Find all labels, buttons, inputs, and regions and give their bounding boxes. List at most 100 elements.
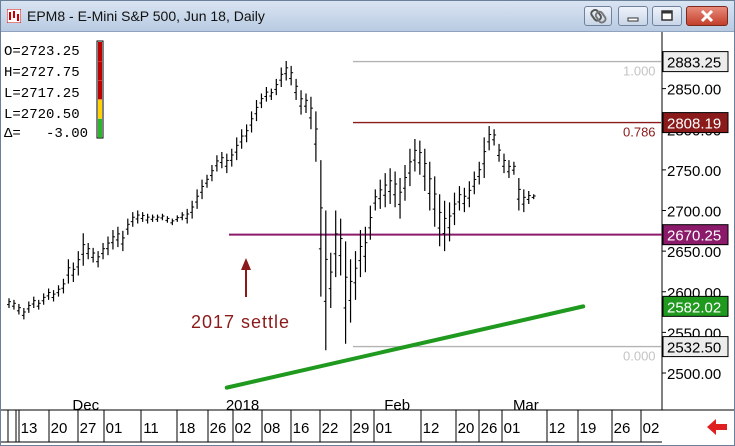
ohlc-bar[interactable] bbox=[180, 212, 185, 221]
ohlc-bar[interactable] bbox=[214, 155, 219, 172]
ohlc-bar[interactable] bbox=[294, 78, 299, 100]
ohlc-bar[interactable] bbox=[26, 301, 31, 313]
ohlc-bar[interactable] bbox=[190, 200, 195, 219]
ohlc-bar[interactable] bbox=[21, 308, 26, 320]
ohlc-bar[interactable] bbox=[51, 290, 56, 302]
ohlc-bar[interactable] bbox=[407, 148, 412, 187]
ohlc-bar[interactable] bbox=[482, 137, 487, 178]
ohlc-bar[interactable] bbox=[16, 303, 21, 315]
ohlc-bar[interactable] bbox=[393, 171, 398, 208]
link-button[interactable] bbox=[584, 6, 612, 26]
ohlc-bar[interactable] bbox=[318, 160, 323, 297]
price-tag[interactable]: 2808.19 bbox=[662, 112, 729, 134]
ohlc-bar[interactable] bbox=[506, 160, 511, 178]
ohlc-bar[interactable] bbox=[224, 153, 229, 174]
ohlc-bar[interactable] bbox=[338, 218, 343, 276]
title-bar[interactable]: EPM8 - E-Mini S&P 500, Jun 18, Daily bbox=[1, 1, 734, 32]
ohlc-bar[interactable] bbox=[205, 174, 209, 188]
ohlc-bar[interactable] bbox=[373, 189, 378, 211]
ohlc-bar[interactable] bbox=[96, 251, 101, 268]
ohlc-bar[interactable] bbox=[101, 243, 106, 260]
ohlc-bar[interactable] bbox=[145, 213, 150, 224]
ohlc-bar[interactable] bbox=[304, 93, 308, 114]
ohlc-bar[interactable] bbox=[76, 251, 81, 276]
ohlc-bar[interactable] bbox=[284, 61, 289, 81]
ohlc-bar[interactable] bbox=[497, 143, 502, 162]
ohlc-bar[interactable] bbox=[244, 124, 249, 143]
ohlc-bar[interactable] bbox=[61, 278, 66, 294]
ohlc-bar[interactable] bbox=[155, 214, 160, 222]
close-button[interactable] bbox=[686, 6, 728, 26]
ohlc-bar[interactable] bbox=[427, 161, 432, 211]
ohlc-bar[interactable] bbox=[353, 251, 358, 300]
ohlc-bar[interactable] bbox=[135, 210, 140, 224]
ohlc-bar[interactable] bbox=[343, 241, 348, 344]
trend-line[interactable] bbox=[224, 304, 586, 390]
ohlc-bar[interactable] bbox=[11, 299, 16, 310]
ohlc-bar[interactable] bbox=[175, 215, 180, 222]
ohlc-bar[interactable] bbox=[269, 88, 274, 100]
ohlc-bar[interactable] bbox=[66, 259, 71, 284]
ohlc-bar[interactable] bbox=[511, 161, 516, 175]
ohlc-bar[interactable] bbox=[417, 140, 422, 175]
ohlc-bar[interactable] bbox=[422, 148, 427, 191]
ohlc-bar[interactable] bbox=[472, 171, 477, 195]
ohlc-bar[interactable] bbox=[254, 100, 259, 122]
ohlc-bar[interactable] bbox=[150, 214, 155, 222]
ohlc-bar[interactable] bbox=[234, 137, 239, 161]
ohlc-bar[interactable] bbox=[160, 213, 165, 221]
ohlc-bar[interactable] bbox=[412, 139, 417, 172]
ohlc-bar[interactable] bbox=[274, 78, 279, 96]
ohlc-bar[interactable] bbox=[249, 111, 254, 133]
ohlc-bar[interactable] bbox=[457, 186, 462, 211]
ohlc-bar[interactable] bbox=[120, 230, 125, 252]
ohlc-bar[interactable] bbox=[115, 226, 120, 248]
ohlc-bar[interactable] bbox=[442, 200, 447, 252]
price-tag[interactable]: 2883.25 bbox=[662, 51, 729, 73]
ohlc-bar[interactable] bbox=[140, 212, 145, 222]
price-tag[interactable]: 2582.02 bbox=[662, 295, 729, 317]
ohlc-bar[interactable] bbox=[477, 161, 482, 185]
ohlc-bar[interactable] bbox=[81, 233, 86, 266]
ohlc-bar[interactable] bbox=[398, 178, 403, 219]
ohlc-bar[interactable] bbox=[348, 259, 353, 323]
ohlc-bar[interactable] bbox=[36, 299, 41, 310]
ohlc-bar[interactable] bbox=[383, 173, 388, 208]
ohlc-bar[interactable] bbox=[467, 181, 472, 208]
ohlc-bar[interactable] bbox=[209, 165, 214, 182]
ohlc-bar[interactable] bbox=[358, 230, 363, 278]
ohlc-bar[interactable] bbox=[170, 218, 175, 226]
ohlc-bar[interactable] bbox=[516, 178, 521, 211]
ohlc-bar[interactable] bbox=[195, 189, 200, 209]
ohlc-bar[interactable] bbox=[328, 252, 333, 308]
ohlc-bar[interactable] bbox=[521, 189, 526, 213]
ohlc-bar[interactable] bbox=[31, 296, 36, 308]
ohlc-bar[interactable] bbox=[323, 210, 328, 351]
ohlc-bar[interactable] bbox=[502, 153, 506, 174]
ohlc-bar[interactable] bbox=[526, 191, 531, 204]
ohlc-bar[interactable] bbox=[363, 226, 368, 273]
ohlc-bar[interactable] bbox=[110, 230, 115, 250]
maximize-button[interactable] bbox=[652, 6, 682, 26]
ohlc-bar[interactable] bbox=[125, 218, 130, 235]
ohlc-bar[interactable] bbox=[264, 87, 269, 102]
ohlc-bar[interactable] bbox=[200, 179, 205, 200]
ohlc-bar[interactable] bbox=[531, 194, 536, 200]
ohlc-bar[interactable] bbox=[487, 126, 492, 151]
price-tag[interactable]: 2670.25 bbox=[662, 224, 729, 246]
ohlc-bar[interactable] bbox=[165, 216, 170, 223]
ohlc-bar[interactable] bbox=[462, 187, 467, 213]
ohlc-bar[interactable] bbox=[432, 176, 437, 227]
ohlc-bar[interactable] bbox=[259, 93, 264, 109]
price-tag[interactable]: 2532.50 bbox=[662, 336, 729, 358]
ohlc-bar[interactable] bbox=[289, 65, 294, 86]
ohlc-bar[interactable] bbox=[7, 298, 11, 308]
ohlc-bar[interactable] bbox=[279, 67, 284, 88]
ohlc-bar[interactable] bbox=[46, 288, 51, 300]
ohlc-bar[interactable] bbox=[492, 129, 497, 146]
ohlc-bar[interactable] bbox=[437, 194, 442, 247]
ohlc-bar[interactable] bbox=[388, 168, 393, 204]
ohlc-bar[interactable] bbox=[313, 111, 318, 162]
scroll-left-arrow-icon[interactable] bbox=[706, 417, 728, 437]
price-chart[interactable]: O=2723.25 H=2727.75 L=2717.25 L=2720.50 … bbox=[1, 32, 734, 445]
